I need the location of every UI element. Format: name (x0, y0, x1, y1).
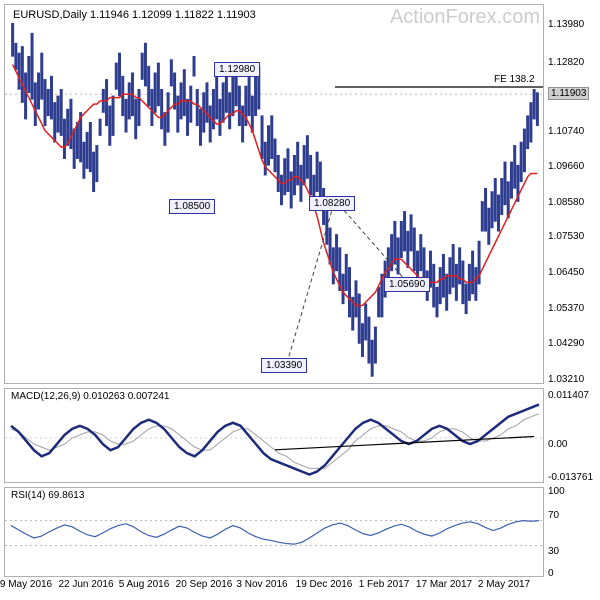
y-axis-label: 1.09660 (548, 161, 584, 172)
macd-y-label: -0.013761 (548, 472, 593, 483)
fe-label: FE 138.2 (494, 74, 535, 85)
y-axis-label: 1.12820 (548, 57, 584, 68)
rsi-y-label: 0 (548, 568, 554, 579)
x-axis-label: 1 Feb 2017 (359, 579, 410, 590)
rsi-y-label: 30 (548, 546, 559, 557)
x-axis-label: 19 Dec 2016 (296, 579, 353, 590)
x-axis-label: 5 Aug 2016 (119, 579, 170, 590)
x-axis-label: 3 Nov 2016 (236, 579, 287, 590)
price-chart-panel: EURUSD,Daily 1.11946 1.12099 1.11822 1.1… (4, 4, 544, 384)
y-axis-label: 1.07530 (548, 231, 584, 242)
y-axis-label: 1.05370 (548, 303, 584, 314)
rsi-y-label: 70 (548, 510, 559, 521)
price-chart-svg (5, 5, 545, 385)
rsi-panel: RSI(14) 69.8613 (4, 487, 544, 577)
y-axis-label: 1.08580 (548, 197, 584, 208)
price-annotation: 1.03390 (261, 358, 307, 373)
y-axis-label: 1.10740 (548, 126, 584, 137)
y-axis-label: 1.03210 (548, 374, 584, 385)
y-axis-label: 1.13980 (548, 19, 584, 30)
x-axis-label: 22 Jun 2016 (58, 579, 113, 590)
x-axis-label: 20 Sep 2016 (176, 579, 233, 590)
price-annotation: 1.12980 (214, 62, 260, 77)
x-axis-label: 17 Mar 2017 (416, 579, 472, 590)
price-annotation: 1.08500 (169, 199, 215, 214)
macd-y-label: 0.00 (548, 439, 567, 450)
macd-panel: MACD(12,26,9) 0.010263 0.007241 (4, 388, 544, 483)
price-annotation: 1.05690 (384, 277, 430, 292)
macd-y-label: 0.011407 (548, 390, 589, 401)
rsi-svg (5, 488, 545, 578)
x-axis-label: 2 May 2017 (478, 579, 530, 590)
macd-svg (5, 389, 545, 484)
price-annotation: 1.08280 (309, 196, 355, 211)
y-axis-label: 1.06450 (548, 267, 584, 278)
rsi-y-label: 100 (548, 486, 565, 497)
y-axis-label: 1.11903 (548, 87, 589, 100)
x-axis-label: 9 May 2016 (0, 579, 52, 590)
y-axis-label: 1.04290 (548, 338, 584, 349)
